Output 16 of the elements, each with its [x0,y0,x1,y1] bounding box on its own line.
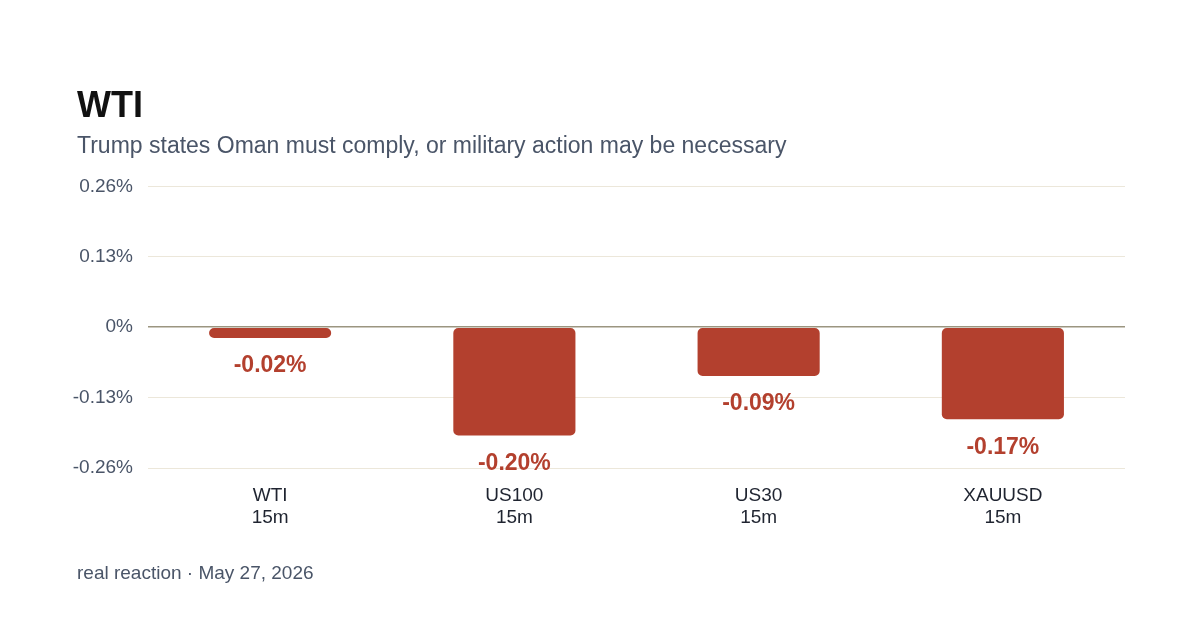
y-tick-label: -0.13% [72,385,134,407]
data-label: -0.09% [722,389,796,416]
text: real reaction · May 27, 2026 [77,561,314,585]
x-tick-label: XAUUSD 15m [963,483,1043,528]
x-tick-label: US100 15m [485,483,544,528]
data-label: -0.17% [966,432,1040,459]
y-tick-label: -0.26% [72,456,134,478]
x-tick-label: WTI 15m [251,483,289,528]
chart-subtitle: Trump states Oman must comply, or military action may be necessary [77,131,787,159]
y-tick-label: 0.26% [79,174,134,196]
y-tick-label: 0.13% [79,245,134,267]
data-label: -0.20% [477,448,551,475]
data-label: -0.02% [233,351,307,378]
x-tick-label: US30 15m [734,483,783,528]
y-tick-label: 0% [105,315,134,337]
chart-title: WTI [77,84,143,126]
